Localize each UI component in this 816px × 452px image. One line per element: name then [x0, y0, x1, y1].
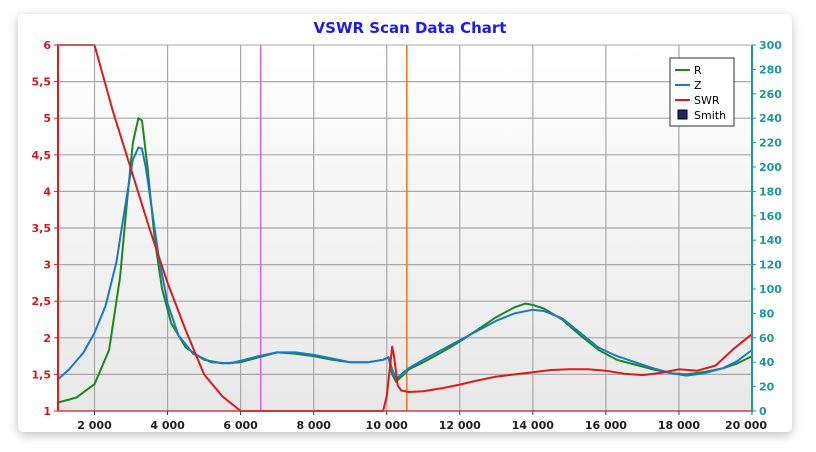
- y-right-tick-label-8: 160: [759, 210, 782, 223]
- y-right-tick-label-5: 100: [759, 283, 782, 296]
- y-right-tick-label-6: 120: [759, 259, 782, 272]
- x-tick-label-8: 18 000: [658, 419, 700, 432]
- y-right-tick-label-3: 60: [759, 332, 775, 345]
- x-tick-label-1: 4 000: [150, 419, 185, 432]
- y-left-tick-label-2: 2: [43, 332, 51, 345]
- legend-swatch-smith: [677, 109, 688, 120]
- legend-label-smith: Smith: [694, 109, 726, 122]
- x-tick-label-2: 6 000: [223, 419, 258, 432]
- y-right-tick-label-0: 0: [759, 405, 767, 418]
- y-right-tick-label-4: 80: [759, 307, 775, 320]
- y-right-tick-label-14: 280: [759, 63, 782, 76]
- x-tick-label-6: 14 000: [512, 419, 554, 432]
- legend-label-swr: SWR: [694, 94, 720, 107]
- x-tick-label-5: 12 000: [439, 419, 481, 432]
- y-right-tick-label-7: 140: [759, 234, 782, 247]
- y-right-tick-label-1: 20: [759, 381, 775, 394]
- legend: RZ SWR Smith: [669, 57, 735, 127]
- y-left-tick-label-9: 5,5: [32, 76, 52, 89]
- y-left-tick-label-4: 3: [43, 259, 51, 272]
- marker-lines: [259, 45, 408, 411]
- x-axis-ticks: 2 000 4 000 6 000 8 000 10 000 12 000 14 000 16…: [77, 411, 767, 432]
- y-left-tick-label-10: 6: [43, 39, 51, 52]
- y-right-tick-label-12: 240: [759, 112, 782, 125]
- y-left-tick-label-5: 3,5: [32, 222, 52, 235]
- y-right-tick-label-11: 220: [759, 137, 782, 150]
- y-axis-left-ticks: 1 1,5 2 2,5 3 3,5 4 4,5 5 5,5 6: [32, 39, 58, 418]
- y-left-tick-label-8: 5: [43, 112, 51, 125]
- series-line-swr: [57, 44, 753, 412]
- y-right-tick-label-9: 180: [759, 185, 782, 198]
- y-left-tick-label-7: 4,5: [32, 149, 52, 162]
- y-left-tick-label-3: 2,5: [32, 295, 52, 308]
- y-left-tick-label-6: 4: [43, 185, 51, 198]
- chart-title: VSWR Scan Data Chart: [314, 19, 507, 37]
- x-tick-label-9: 20 000: [725, 419, 767, 432]
- x-tick-label-4: 10 000: [366, 419, 408, 432]
- legend-label-r: R: [694, 64, 702, 77]
- y-right-tick-label-15: 300: [759, 39, 782, 52]
- x-tick-label-0: 2 000: [77, 419, 112, 432]
- series-line-z: [57, 146, 753, 381]
- y-axis-right-ticks: 0 20 40 60 80 100 120 140 160 180 200 220 240 260 280 3…: [752, 39, 782, 418]
- y-left-tick-label-0: 1: [43, 405, 51, 418]
- legend-label-z: Z: [694, 79, 702, 92]
- series-lines: [57, 44, 753, 412]
- x-tick-label-3: 8 000: [296, 419, 331, 432]
- x-tick-label-7: 16 000: [585, 419, 627, 432]
- axes: [57, 44, 753, 412]
- y-left-tick-label-1: 1,5: [32, 368, 52, 381]
- y-right-tick-label-13: 260: [759, 88, 782, 101]
- y-right-tick-label-10: 200: [759, 161, 782, 174]
- y-right-tick-label-2: 40: [759, 356, 775, 369]
